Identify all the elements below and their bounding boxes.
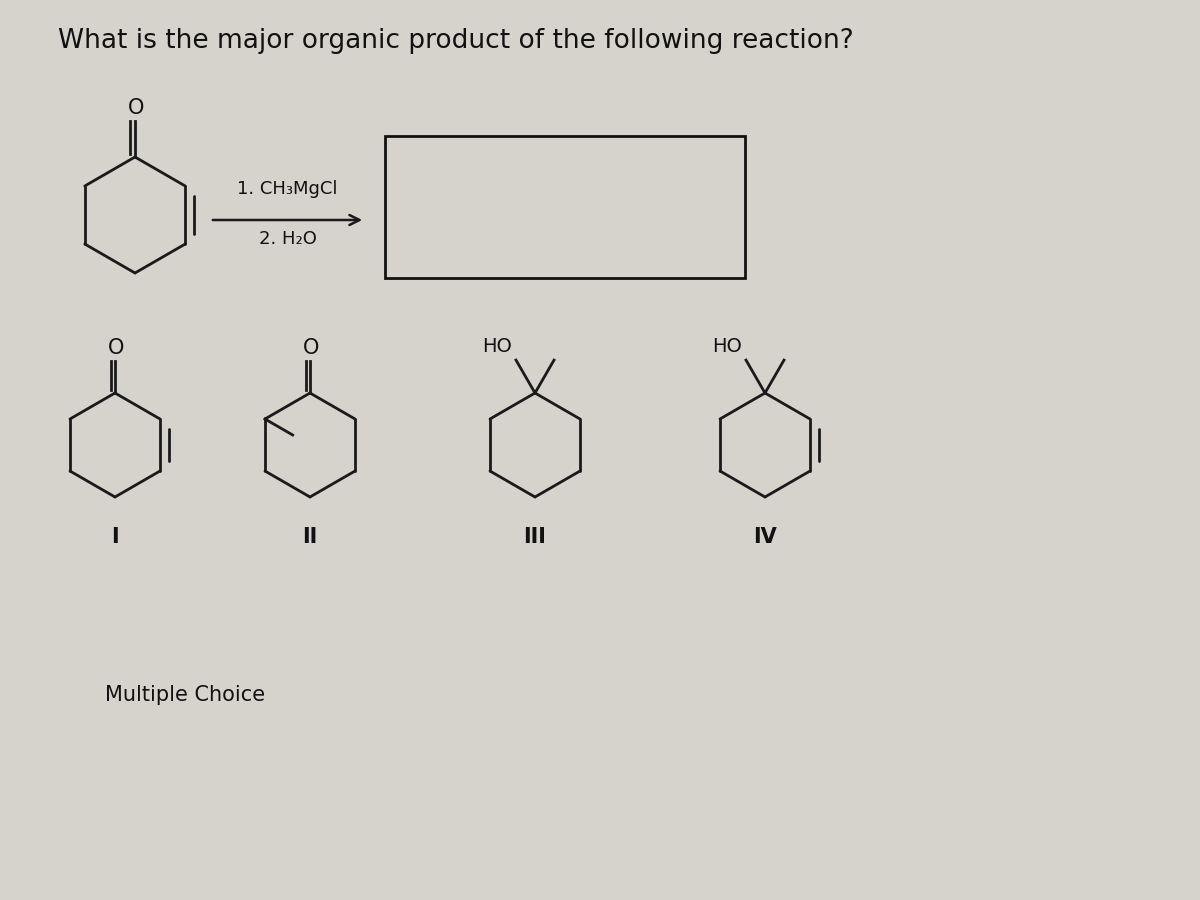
Text: HO: HO — [712, 338, 742, 356]
Text: O: O — [302, 338, 319, 358]
Text: HO: HO — [482, 338, 512, 356]
Text: O: O — [108, 338, 124, 358]
Text: I: I — [112, 527, 119, 547]
Text: 2. H₂O: 2. H₂O — [258, 230, 317, 248]
Text: What is the major organic product of the following reaction?: What is the major organic product of the… — [58, 28, 853, 54]
Text: O: O — [128, 98, 144, 118]
Text: IV: IV — [754, 527, 776, 547]
Bar — [385, 136, 745, 278]
Text: II: II — [302, 527, 318, 547]
Text: 1. CH₃MgCl: 1. CH₃MgCl — [238, 180, 337, 198]
Text: Multiple Choice: Multiple Choice — [106, 685, 265, 705]
Text: III: III — [523, 527, 546, 547]
